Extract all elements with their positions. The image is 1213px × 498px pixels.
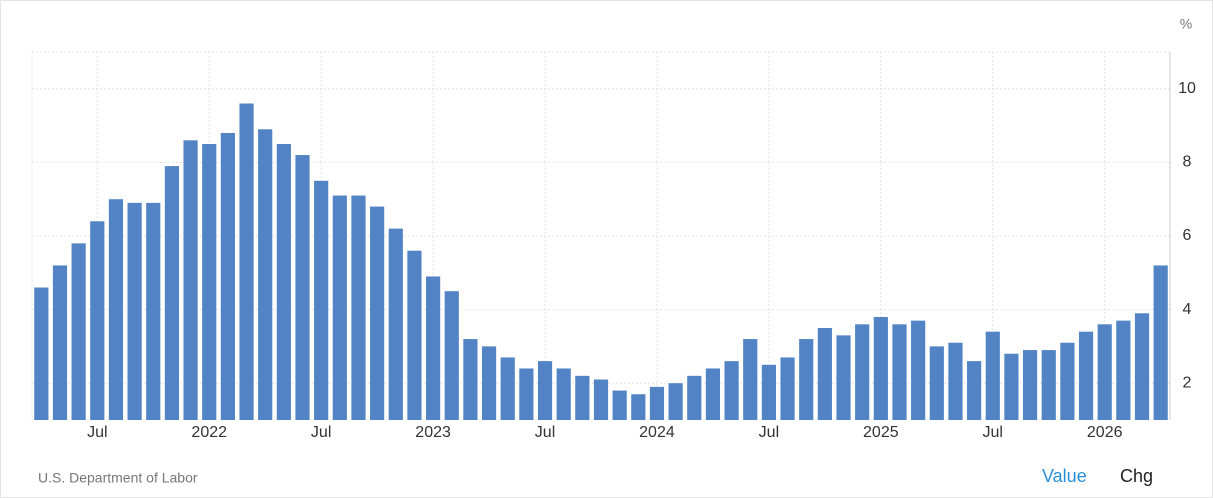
x-tick-label: 2022 — [191, 424, 227, 441]
bar — [948, 342, 963, 420]
bar — [836, 335, 851, 420]
bar — [743, 339, 758, 420]
bar — [985, 331, 1000, 420]
bar — [481, 346, 497, 420]
bar — [463, 339, 478, 420]
bar — [127, 202, 142, 420]
bar — [687, 375, 702, 420]
bar — [892, 324, 907, 420]
bar — [71, 243, 86, 420]
bar — [556, 368, 571, 420]
x-tick-label: 2023 — [415, 424, 451, 441]
bar — [295, 155, 310, 421]
x-tick-label: Jul — [311, 424, 331, 441]
bar — [1004, 353, 1019, 420]
bar — [332, 195, 347, 420]
bar — [388, 228, 403, 420]
bar — [52, 265, 68, 420]
bar — [537, 361, 553, 420]
y-tick-label: 2 — [1183, 374, 1192, 391]
bar — [705, 368, 721, 420]
bar — [593, 379, 609, 420]
source: U.S. Department of Labor — [38, 470, 198, 486]
bar — [370, 206, 385, 420]
bar — [164, 166, 180, 420]
x-tick-label: Jul — [983, 424, 1003, 441]
unit-label: % — [1180, 16, 1192, 32]
bar — [799, 339, 814, 420]
bar — [239, 103, 254, 421]
bar — [612, 390, 627, 420]
x-tick-label: Jul — [759, 424, 779, 441]
bar — [444, 291, 459, 420]
bar — [1078, 331, 1094, 420]
y-tick-label: 6 — [1183, 227, 1192, 244]
bar — [34, 287, 49, 420]
bar — [1116, 320, 1131, 420]
bar — [314, 180, 329, 420]
bar — [1134, 313, 1150, 420]
bar — [1041, 350, 1056, 420]
bar — [1153, 265, 1168, 420]
bar — [817, 328, 832, 420]
bar — [761, 364, 776, 420]
bar — [967, 361, 982, 420]
bar — [202, 144, 217, 420]
x-tick-label: Jul — [87, 424, 107, 441]
bar — [276, 144, 291, 420]
bar — [108, 199, 124, 420]
bar — [351, 195, 366, 420]
chg-button[interactable]: Chg — [1120, 466, 1154, 486]
bar — [183, 140, 198, 420]
x-tick-label: 2026 — [1087, 424, 1123, 441]
bar — [575, 375, 590, 420]
bar — [258, 129, 273, 420]
bar — [1060, 342, 1075, 420]
bar — [1022, 350, 1038, 420]
bar — [668, 383, 683, 420]
value-button[interactable]: Value — [1042, 466, 1087, 486]
bar — [724, 361, 739, 420]
y-tick-label: 8 — [1183, 154, 1192, 171]
bar — [500, 357, 515, 420]
x-tick-label: 2024 — [639, 424, 675, 441]
x-tick-label: Jul — [535, 424, 555, 441]
bar — [855, 324, 870, 420]
x-tick-label: 2025 — [863, 424, 899, 441]
bar — [873, 316, 888, 420]
y-tick-label: 10 — [1178, 80, 1196, 97]
bar — [519, 368, 534, 420]
bar — [780, 357, 795, 420]
bar — [649, 386, 665, 420]
y-tick-label: 4 — [1183, 301, 1192, 318]
bar — [929, 346, 944, 420]
bar — [146, 202, 161, 420]
bar — [1097, 324, 1112, 420]
bar — [220, 132, 235, 420]
bar — [911, 320, 926, 420]
bar — [90, 221, 105, 420]
bar — [407, 250, 422, 420]
bar — [631, 394, 646, 420]
bar — [426, 276, 441, 420]
